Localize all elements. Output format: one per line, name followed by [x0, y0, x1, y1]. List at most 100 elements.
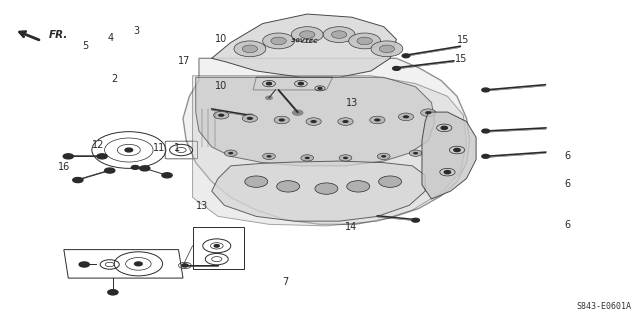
Text: 6: 6 [564, 220, 570, 230]
Circle shape [482, 88, 490, 92]
Circle shape [323, 27, 355, 42]
Circle shape [214, 111, 229, 119]
Circle shape [73, 178, 83, 182]
Circle shape [444, 171, 451, 174]
Circle shape [266, 82, 271, 85]
Circle shape [234, 41, 266, 57]
Circle shape [338, 118, 353, 125]
Polygon shape [196, 77, 435, 166]
Circle shape [182, 264, 188, 267]
Circle shape [108, 290, 117, 294]
Circle shape [482, 154, 490, 158]
Circle shape [271, 37, 286, 45]
Text: 30VTEC: 30VTEC [291, 38, 317, 43]
Circle shape [104, 168, 115, 173]
Text: 11: 11 [154, 144, 166, 153]
Circle shape [292, 110, 303, 115]
Circle shape [343, 157, 348, 159]
Circle shape [380, 45, 394, 53]
Circle shape [413, 152, 418, 154]
Circle shape [393, 67, 400, 70]
Circle shape [225, 150, 237, 156]
Polygon shape [212, 161, 425, 221]
Polygon shape [212, 14, 396, 77]
Circle shape [291, 27, 323, 42]
Circle shape [306, 118, 321, 125]
Circle shape [371, 41, 403, 57]
Circle shape [315, 183, 338, 194]
Circle shape [300, 31, 315, 38]
Circle shape [266, 96, 272, 100]
Circle shape [162, 173, 172, 178]
Text: 1: 1 [173, 144, 180, 153]
Circle shape [332, 31, 347, 38]
Circle shape [379, 176, 401, 187]
Circle shape [305, 157, 310, 159]
Circle shape [318, 87, 322, 89]
Circle shape [131, 166, 139, 169]
Text: 10: 10 [215, 81, 227, 91]
Circle shape [274, 116, 289, 124]
Circle shape [140, 166, 150, 171]
Circle shape [374, 118, 381, 122]
Text: 6: 6 [564, 151, 570, 161]
Circle shape [403, 115, 409, 118]
Circle shape [425, 111, 431, 114]
Circle shape [349, 33, 381, 49]
Circle shape [301, 155, 314, 161]
Circle shape [278, 118, 285, 122]
Circle shape [342, 120, 349, 123]
Circle shape [441, 126, 447, 130]
Text: 16: 16 [58, 162, 70, 172]
Circle shape [276, 181, 300, 192]
Circle shape [347, 181, 370, 192]
Circle shape [108, 290, 118, 295]
Text: 12: 12 [92, 140, 104, 150]
Circle shape [125, 148, 132, 152]
Circle shape [412, 218, 419, 222]
Circle shape [79, 262, 90, 267]
Circle shape [409, 150, 422, 156]
Circle shape [339, 155, 352, 161]
Text: FR.: FR. [49, 30, 68, 40]
Circle shape [214, 245, 220, 247]
Circle shape [357, 37, 372, 45]
Circle shape [246, 117, 253, 120]
Text: 2: 2 [111, 74, 117, 84]
Circle shape [134, 262, 142, 266]
Circle shape [97, 154, 107, 159]
Circle shape [402, 54, 410, 58]
Text: 5: 5 [83, 41, 88, 51]
Circle shape [245, 176, 268, 187]
Text: 13: 13 [346, 98, 358, 108]
Text: 4: 4 [108, 33, 114, 43]
Text: 10: 10 [215, 34, 227, 44]
Circle shape [81, 263, 88, 266]
Text: S843-E0601A: S843-E0601A [576, 302, 631, 311]
Text: 15: 15 [457, 35, 470, 45]
Text: 14: 14 [344, 222, 356, 233]
Polygon shape [422, 112, 476, 199]
Text: 17: 17 [178, 56, 191, 66]
Text: 3: 3 [133, 26, 140, 36]
Circle shape [243, 45, 257, 53]
Circle shape [243, 115, 257, 122]
Text: 13: 13 [196, 201, 208, 211]
Circle shape [398, 113, 413, 121]
Circle shape [420, 109, 436, 116]
Text: 15: 15 [455, 54, 468, 64]
Circle shape [378, 153, 390, 160]
Circle shape [63, 154, 74, 159]
Circle shape [454, 148, 460, 152]
Circle shape [228, 152, 234, 154]
Circle shape [266, 155, 271, 158]
Circle shape [246, 114, 253, 118]
Circle shape [482, 129, 490, 133]
Text: 7: 7 [282, 277, 288, 287]
Polygon shape [183, 58, 470, 224]
Polygon shape [193, 76, 467, 226]
Circle shape [218, 114, 225, 117]
Circle shape [370, 116, 385, 124]
Text: 6: 6 [564, 179, 570, 189]
Circle shape [262, 33, 294, 49]
